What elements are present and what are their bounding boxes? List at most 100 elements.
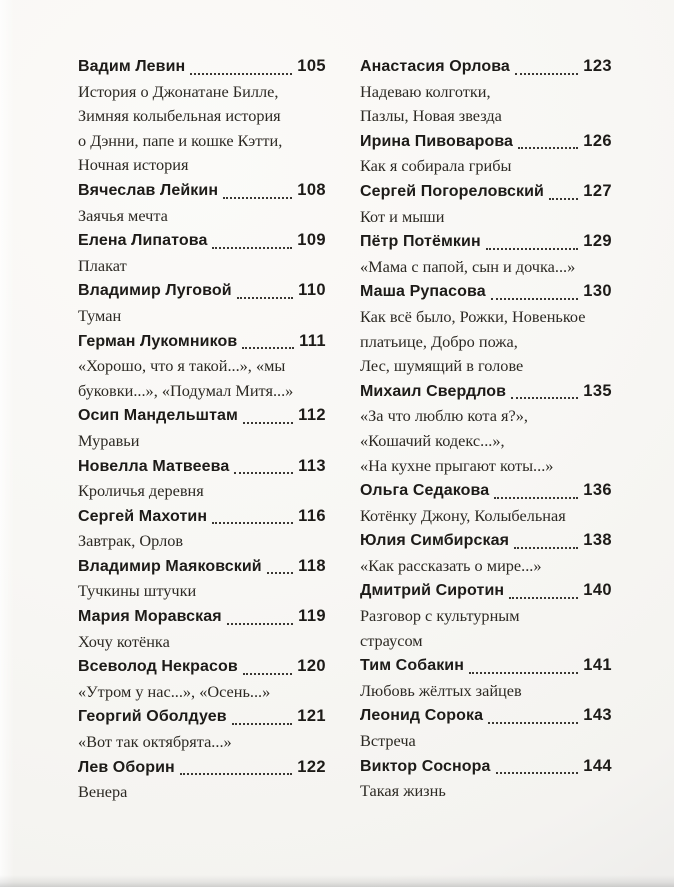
dot-leader xyxy=(242,672,293,675)
toc-entry: Всеволод Некрасов 120 «Утром у нас...», «О… xyxy=(78,654,326,704)
toc-author-name: Маша Рупасова xyxy=(360,283,486,301)
toc-author-name: Вячеслав Лейкин xyxy=(78,181,219,199)
toc-author-name: Анастасия Орлова xyxy=(360,58,510,75)
dot-leader xyxy=(242,347,295,350)
toc-page-number: 122 xyxy=(297,757,326,776)
toc-work-titles: Тучкины штучки xyxy=(78,581,197,601)
toc-author-line: Виктор Соснора 144 xyxy=(360,754,612,780)
toc-author-line: Мария Моравская 119 xyxy=(78,604,326,630)
toc-work-titles: «Утром у нас...», «Осень...» xyxy=(78,681,271,701)
toc-author-line: Ольга Седакова 136 xyxy=(360,478,612,504)
toc-page-number: 126 xyxy=(583,131,612,150)
toc-column-right: Анастасия Орлова 123 Надеваю колготки, Паз… xyxy=(360,54,612,805)
toc-author-line: Георгий Оболдуев 121 xyxy=(78,704,326,730)
toc-author-name: Пётр Потёмкин xyxy=(360,233,481,251)
toc-author-name: Виктор Соснора xyxy=(360,757,491,775)
toc-work-titles: Такая жизнь xyxy=(360,781,446,801)
toc-work-titles: Заячья мечта xyxy=(78,205,168,225)
toc-page-number: 108 xyxy=(297,180,326,199)
toc-author-name: Всеволод Некрасов xyxy=(78,658,238,676)
toc-author-name: Елена Липатова xyxy=(78,232,208,250)
toc-entry: Ольга Седакова 136 Котёнку Джону, Колыбель… xyxy=(360,478,612,528)
toc-author-name: Новелла Матвеева xyxy=(78,457,230,475)
toc-page-number: 123 xyxy=(583,57,612,75)
toc-work-titles: Туман xyxy=(78,305,122,325)
toc-work-titles: Кроличья деревня xyxy=(78,481,204,501)
toc-author-line: Маша Рупасова 130 xyxy=(360,279,612,305)
toc-work-titles: Плакат xyxy=(78,255,127,275)
toc-author-name: Юлия Симбирская xyxy=(360,532,510,550)
dot-leader xyxy=(236,296,294,299)
toc-page-number: 113 xyxy=(298,456,326,475)
toc-author-name: Герман Лукомников xyxy=(78,332,238,350)
toc-page-number: 111 xyxy=(299,331,326,350)
toc-author-name: Осип Мандельштам xyxy=(78,407,238,425)
dot-leader xyxy=(212,522,294,525)
toc-page-number: 141 xyxy=(583,656,612,675)
toc-author-line: Вадим Левин 105 xyxy=(78,54,326,80)
toc-entry: Мария Моравская 119 Хочу котёнка xyxy=(78,604,326,654)
dot-leader xyxy=(514,72,579,75)
toc-page-number: 143 xyxy=(583,706,612,725)
toc-author-name: Мария Моравская xyxy=(78,608,222,626)
toc-author-name: Ирина Пивоварова xyxy=(360,132,514,150)
toc-entry: Сергей Махотин 116 Завтрак, Орлов xyxy=(78,504,326,554)
toc-work-titles: Муравьи xyxy=(78,430,140,450)
dot-leader xyxy=(548,197,579,200)
toc-entry: Владимир Маяковский 118 Тучкины штучки xyxy=(78,554,326,604)
toc-entry: Виктор Соснора 144 Такая жизнь xyxy=(360,754,612,804)
toc-author-name: Сергей Махотин xyxy=(78,507,208,525)
table-of-contents: Вадим Левин 105 История о Джонатане Билле,… xyxy=(78,54,674,805)
toc-author-line: Тим Собакин 141 xyxy=(360,653,612,679)
toc-entry: Сергей Погореловский 127 Кот и мыши xyxy=(360,179,612,229)
toc-page-number: 121 xyxy=(297,707,326,726)
toc-page-number: 127 xyxy=(583,181,612,200)
toc-work-titles: «За что люблю кота я?», «Кошачий кодекс.… xyxy=(360,406,554,475)
toc-entry: Леонид Сорока 143 Встреча xyxy=(360,703,612,753)
dot-leader xyxy=(212,246,293,249)
toc-entry: Вячеслав Лейкин 108 Заячья мечта xyxy=(78,178,326,228)
toc-work-titles: Как всё было, Рожки, Новенькое платьице,… xyxy=(360,306,586,376)
toc-page-number: 140 xyxy=(583,581,612,600)
toc-author-line: Сергей Погореловский 127 xyxy=(360,179,612,205)
toc-entry: Осип Мандельштам 112 Муравьи xyxy=(78,403,326,453)
toc-author-name: Ольга Седакова xyxy=(360,482,490,500)
dot-leader xyxy=(488,722,579,725)
toc-author-line: Михаил Свердлов 135 xyxy=(360,379,612,405)
toc-page-number: 136 xyxy=(583,481,612,500)
toc-entry: Герман Лукомников 111 «Хорошо, что я такой… xyxy=(78,329,326,404)
toc-work-titles: Хочу котёнка xyxy=(78,631,170,651)
toc-entry: Вадим Левин 105 История о Джонатане Билле,… xyxy=(78,54,326,178)
dot-leader xyxy=(242,421,294,424)
toc-author-line: Владимир Луговой 110 xyxy=(78,278,326,304)
toc-author-name: Леонид Сорока xyxy=(360,707,484,725)
dot-leader xyxy=(495,772,579,775)
dot-leader xyxy=(490,297,579,300)
dot-leader xyxy=(469,671,579,674)
dot-leader xyxy=(494,496,579,499)
dot-leader xyxy=(223,196,293,199)
toc-author-line: Всеволод Некрасов 120 xyxy=(78,654,326,680)
toc-work-titles: История о Джонатане Билле, Зимняя колыбе… xyxy=(78,81,283,175)
toc-entry: Георгий Оболдуев 121 «Вот так октябрята...… xyxy=(78,704,326,754)
dot-leader xyxy=(266,572,294,575)
toc-entry: Юлия Симбирская 138 «Как рассказать о мире… xyxy=(360,528,612,578)
dot-leader xyxy=(179,773,293,776)
toc-page-number: 120 xyxy=(297,657,326,676)
dot-leader xyxy=(511,397,579,400)
toc-page-number: 119 xyxy=(298,607,326,626)
toc-work-titles: «Мама с папой, сын и дочка...» xyxy=(360,256,576,276)
toc-entry: Владимир Луговой 110 Туман xyxy=(78,278,326,328)
dot-leader xyxy=(485,247,579,250)
toc-entry: Маша Рупасова 130 Как всё было, Рожки, Нов… xyxy=(360,279,612,378)
toc-author-name: Лев Оборин xyxy=(78,758,175,776)
dot-leader xyxy=(231,723,293,726)
toc-author-line: Дмитрий Сиротин 140 xyxy=(360,578,612,604)
toc-work-titles: Встреча xyxy=(360,731,416,751)
toc-entry: Ирина Пивоварова 126 Как я собирала грибы xyxy=(360,129,612,179)
toc-page-number: 118 xyxy=(298,556,326,575)
toc-entry: Новелла Матвеева 113 Кроличья деревня xyxy=(78,454,326,504)
toc-page-number: 135 xyxy=(583,381,612,400)
toc-page-number: 109 xyxy=(297,231,326,250)
